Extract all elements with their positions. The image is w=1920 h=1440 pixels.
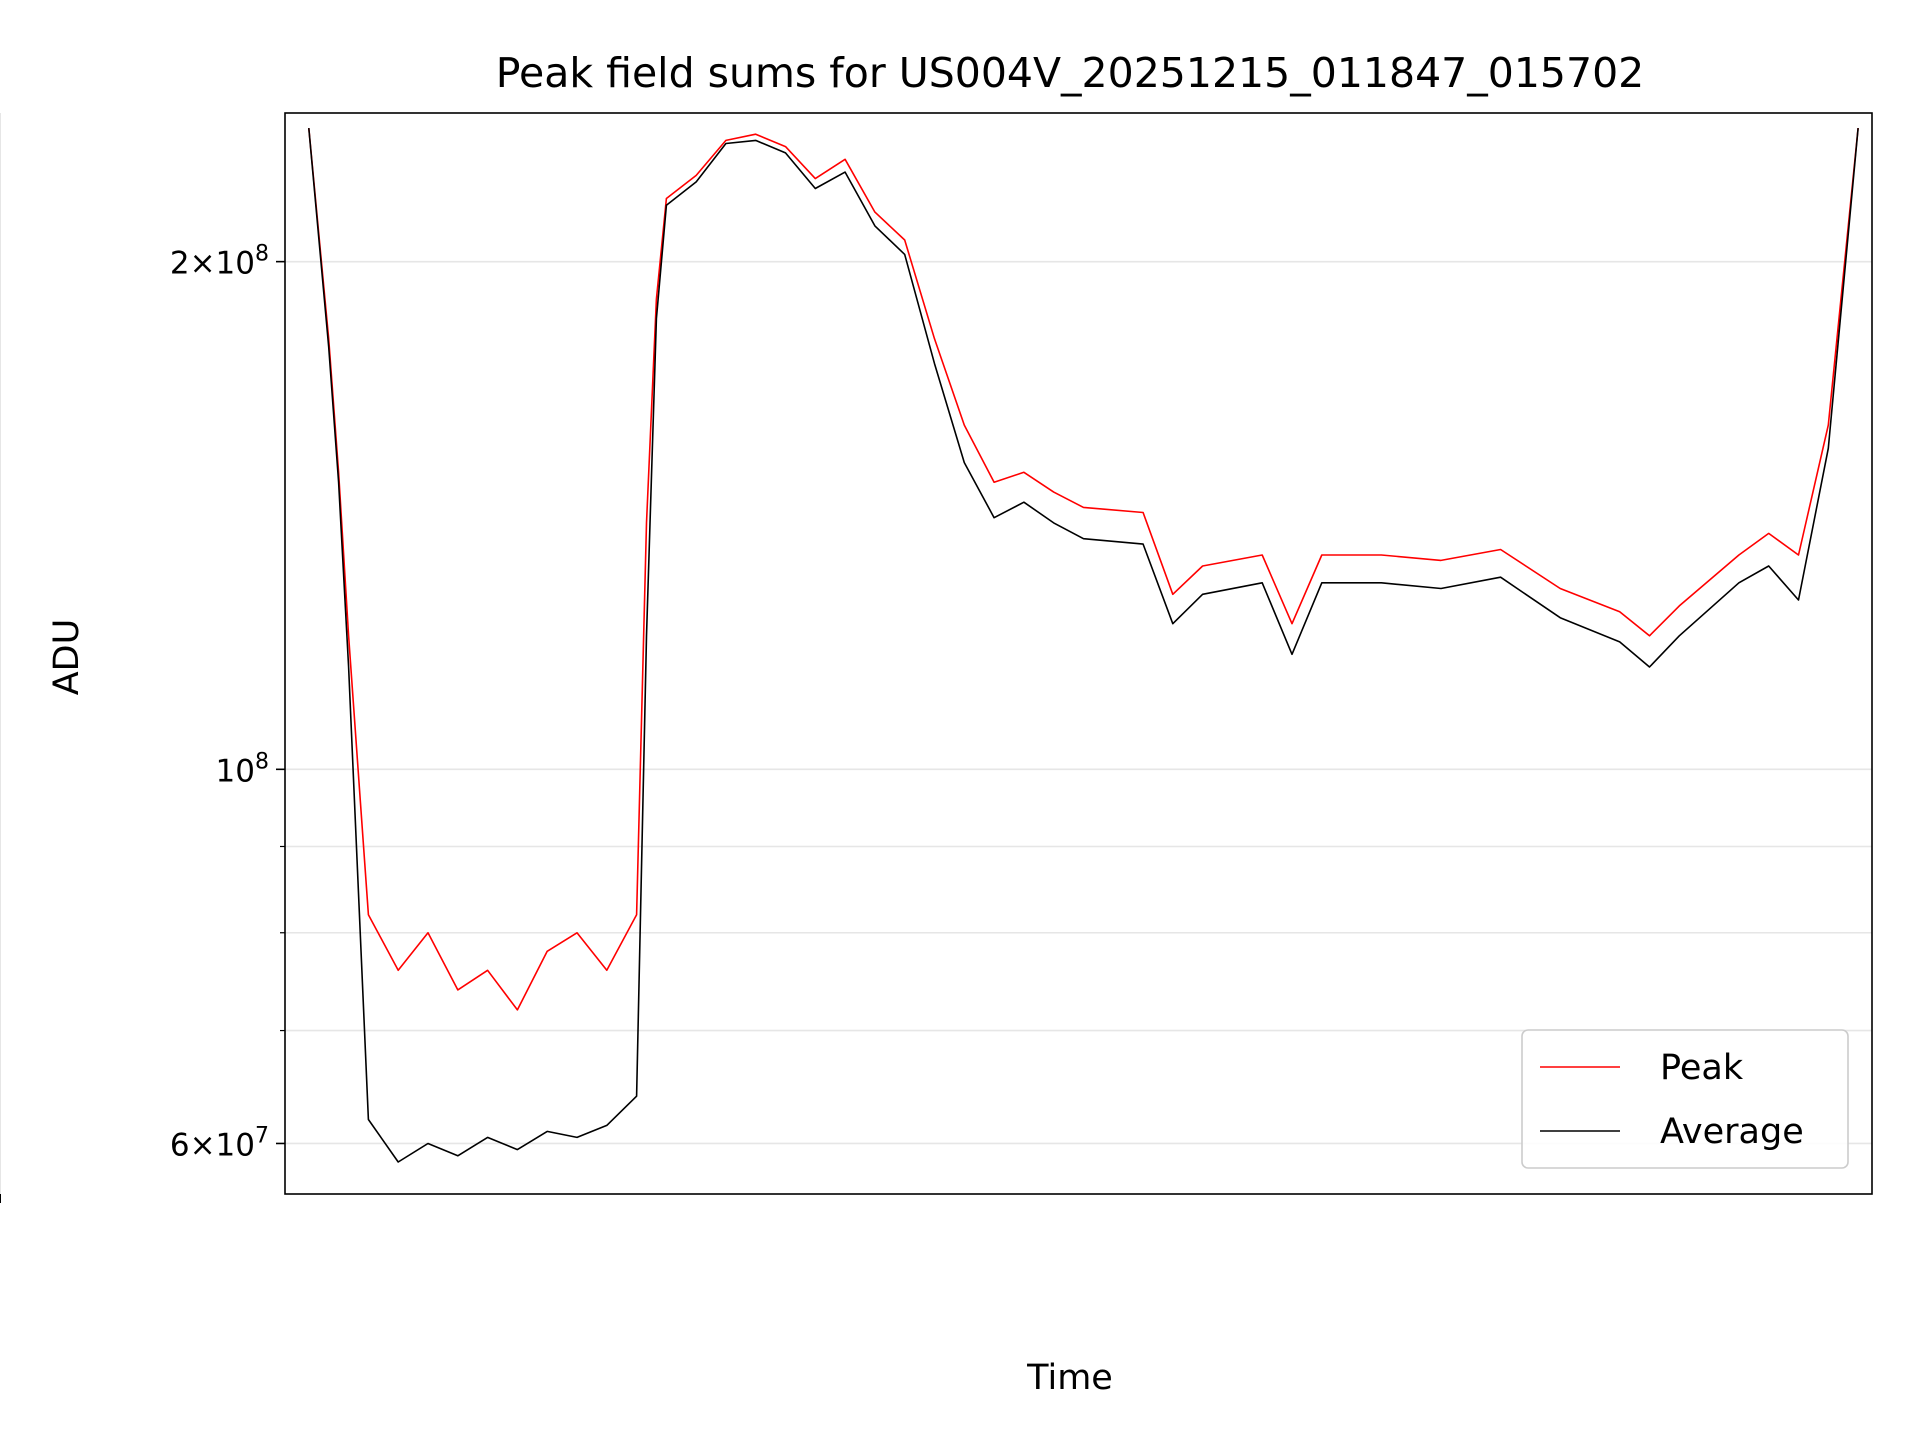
y-tick-mantissa: 2: [170, 246, 190, 282]
legend-label-peak: Peak: [1660, 1048, 1744, 1088]
legend-box: [1521, 1029, 1849, 1169]
y-tick-times-sign: ×: [190, 246, 216, 282]
legend-label-average: Average: [1660, 1112, 1804, 1152]
chart-title: Peak field sums for US004V_20251215_0118…: [496, 49, 1645, 97]
series-line-average: [308, 128, 1859, 1163]
y-tick-exponent: 8: [255, 749, 269, 774]
plot-frame: [284, 112, 1873, 1195]
y-tick-label: 2×108: [170, 242, 269, 282]
legend: Peak Average: [1521, 1029, 1849, 1169]
y-tick-base: 10: [216, 1127, 255, 1163]
y-tick-base: 10: [216, 753, 255, 789]
plot-series: [308, 128, 1859, 1163]
y-tick-label: 108: [216, 749, 269, 789]
y-tick-exponent: 8: [255, 242, 269, 267]
y-axis-label: ADU: [47, 619, 87, 696]
y-tick-base: 10: [216, 246, 255, 282]
series-line-peak: [308, 128, 1859, 1011]
y-tick-exponent: 7: [255, 1123, 269, 1148]
y-tick-times-sign: ×: [190, 1127, 216, 1163]
y-tick-label: 6×107: [170, 1123, 269, 1163]
x-axis-label: Time: [1026, 1358, 1113, 1398]
y-tick-mantissa: 6: [170, 1127, 190, 1163]
